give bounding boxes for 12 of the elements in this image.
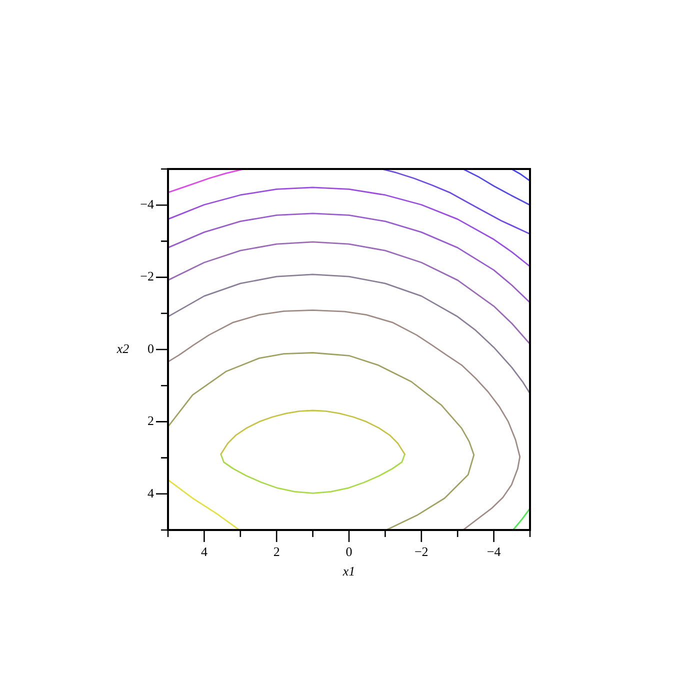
y-tick-label: −4 bbox=[140, 196, 154, 212]
x-tick-label: −2 bbox=[414, 544, 428, 560]
x-tick-label: 0 bbox=[346, 544, 352, 560]
y-tick-label: 4 bbox=[148, 485, 154, 500]
x-tick-label: −4 bbox=[486, 544, 502, 560]
y-tick-label: 2 bbox=[148, 413, 154, 428]
x-tick-label: 4 bbox=[200, 544, 208, 560]
y-tick-label: 0 bbox=[148, 340, 154, 356]
y-tick-label: −2 bbox=[140, 268, 154, 284]
x-tick-label: 2 bbox=[273, 544, 280, 560]
y-axis-title: x2 bbox=[116, 340, 130, 356]
x-axis-title: x1 bbox=[342, 563, 356, 578]
